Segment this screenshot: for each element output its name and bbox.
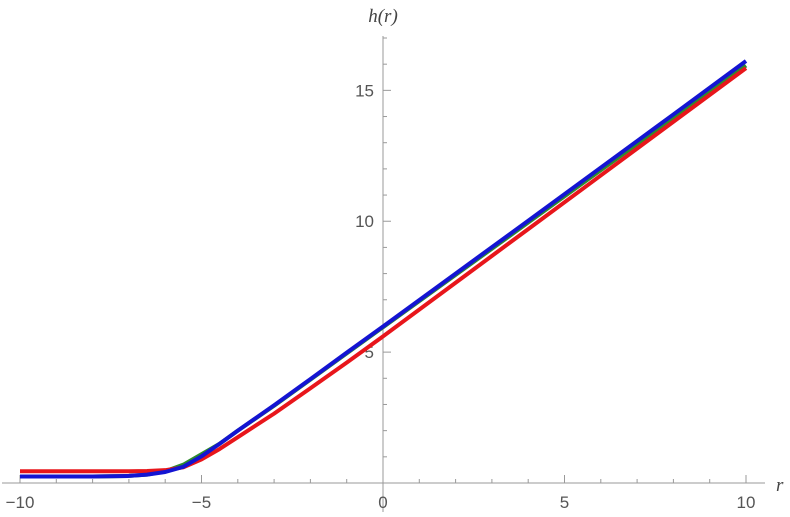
x-tick-label: 10 [737, 493, 756, 512]
y-tick-label: 5 [365, 343, 374, 362]
series-line-3 [20, 59, 748, 479]
y-tick-label: 15 [355, 81, 374, 100]
x-tick-label: −5 [192, 493, 211, 512]
x-tick-label: 0 [378, 493, 387, 512]
x-axis-label: r [776, 475, 784, 496]
x-tick-label: −10 [6, 493, 35, 512]
series-line-2 [20, 66, 748, 474]
y-axis-label: h(r) [368, 6, 398, 27]
y-tick-label: 10 [355, 212, 374, 231]
series-group [20, 59, 748, 479]
ticks: −10 −5 0 5 10 5 10 15 [6, 37, 756, 512]
x-tick-label: 5 [560, 493, 569, 512]
